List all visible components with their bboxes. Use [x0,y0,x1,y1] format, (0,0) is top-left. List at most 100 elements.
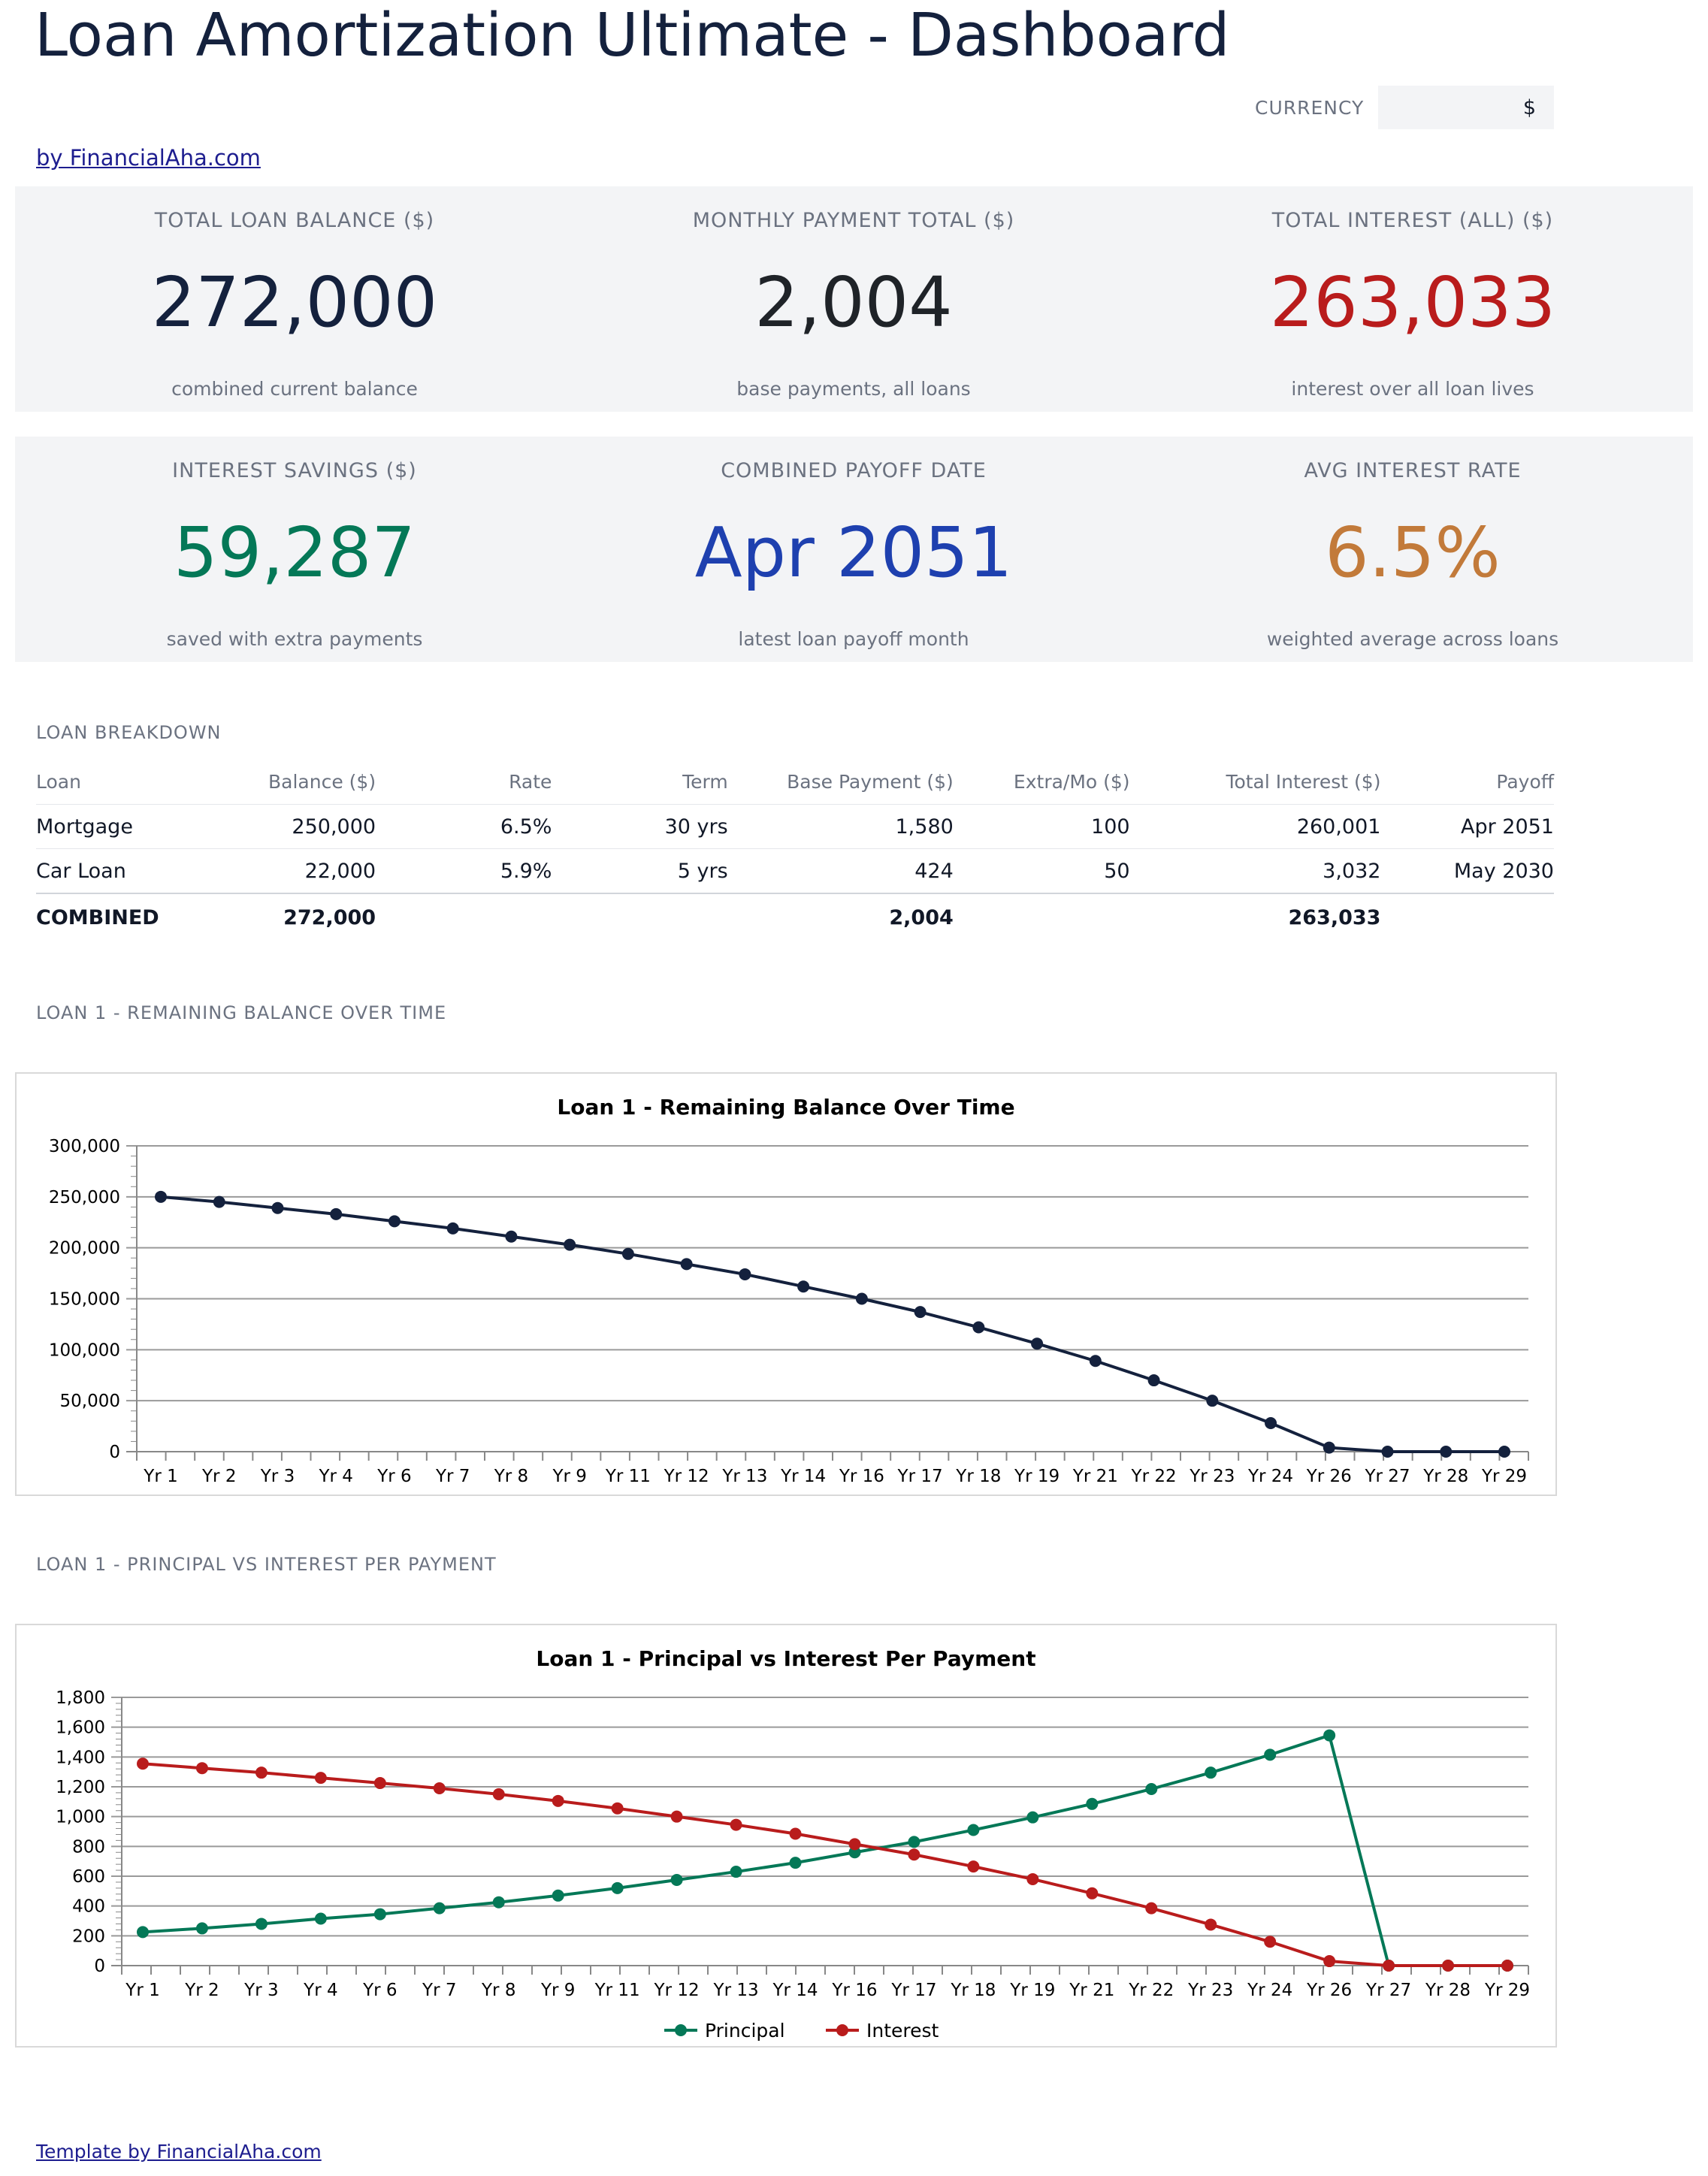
principal-data-point [314,1912,327,1925]
kpi-combined-payoff-date: COMBINED PAYOFF DATE Apr 2051 latest loa… [574,437,1133,662]
x-tick-label: Yr 16 [839,1467,884,1486]
principal-data-point [908,1836,921,1848]
principal-interest-chart-svg: Loan 1 - Principal vs Interest Per Payme… [56,1646,1530,2042]
kpi-avg-interest-rate: AVG INTEREST RATE 6.5% weighted average … [1133,437,1692,662]
y-tick-label: 300,000 [49,1137,120,1156]
interest-data-point [1205,1918,1217,1931]
kpi-label: TOTAL LOAN BALANCE ($) [154,209,435,232]
balance-data-point [564,1238,576,1251]
table-cell [552,893,728,941]
column-header: Rate [376,759,552,805]
table-cell: 1,580 [727,804,954,849]
table-row: Car Loan 22,000 5.9% 5 yrs 424 50 3,032 … [36,848,1554,894]
balance-data-point [271,1201,284,1214]
interest-data-point [789,1827,802,1840]
principal-series-line [142,1733,1507,1967]
column-header: Payoff [1380,759,1554,805]
balance-data-point [155,1190,167,1203]
kpi-label: INTEREST SAVINGS ($) [172,459,417,482]
balance-data-point [1147,1374,1160,1387]
kpi-sub: interest over all loan lives [1291,378,1534,400]
x-tick-label: Yr 26 [1306,1467,1352,1486]
balance-series-line [160,1195,1504,1453]
table-cell: 424 [727,848,954,894]
balance-data-point [914,1306,927,1319]
interest-data-point [908,1848,921,1861]
y-tick-label: 0 [109,1443,120,1462]
x-tick-label: Yr 23 [1189,1467,1235,1486]
kpi-sub: base payments, all loans [736,378,971,400]
x-tick-label: Yr 3 [243,1981,278,2000]
balance-data-point [855,1292,868,1305]
x-tick-label: Yr 2 [201,1467,236,1486]
table-cell: COMBINED [36,893,159,941]
column-header: Balance ($) [159,759,376,805]
kpi-value: 59,287 [174,512,416,593]
x-tick-label: Yr 26 [1306,1981,1352,2000]
column-header: Term [552,759,728,805]
y-tick-label: 200 [72,1927,105,1946]
balance-data-point [621,1247,634,1260]
table-cell: 5.9% [376,848,552,894]
x-tick-label: Yr 22 [1128,1981,1174,2000]
table-cell: 30 yrs [552,804,728,849]
loan-breakdown-table: Loan Balance ($) Rate Term Base Payment … [36,759,1554,941]
interest-data-point [1264,1936,1277,1948]
kpi-total-interest: TOTAL INTEREST (ALL) ($) 263,033 interes… [1133,186,1692,412]
table-cell: 263,033 [1129,893,1381,941]
principal-data-point [1026,1811,1039,1824]
y-tick-label: 800 [72,1837,105,1857]
y-tick-label: 100,000 [49,1340,120,1360]
kpi-panel-bottom: INTEREST SAVINGS ($) 59,287 saved with e… [15,437,1693,662]
principal-data-point [611,1881,624,1894]
interest-data-point [552,1794,564,1807]
balance-data-point [213,1195,225,1208]
x-tick-label: Yr 14 [772,1981,818,2000]
x-tick-label: Yr 23 [1187,1981,1233,2000]
legend-interest-marker [836,2024,848,2036]
chart-title: Loan 1 - Principal vs Interest Per Payme… [536,1646,1035,1671]
interest-data-point [1383,1960,1395,1972]
kpi-label: MONTHLY PAYMENT TOTAL ($) [692,209,1015,232]
balance-data-point [505,1230,518,1243]
kpi-sub: weighted average across loans [1266,628,1559,650]
currency-input[interactable]: $ [1378,86,1554,129]
balance-data-point [1323,1441,1335,1454]
table-total-row: COMBINED 272,000 2,004 263,033 [36,893,1554,941]
y-tick-label: 150,000 [49,1290,120,1310]
y-tick-label: 250,000 [49,1188,120,1207]
table-cell: Apr 2051 [1380,804,1554,849]
principal-data-point [552,1889,564,1902]
byline-link[interactable]: by FinancialAha.com [36,145,261,171]
kpi-value: 263,033 [1269,262,1556,343]
balance-data-point [1440,1446,1453,1458]
interest-data-point [730,1818,742,1831]
table-cell: 272,000 [159,893,376,941]
footer-link[interactable]: Template by FinancialAha.com [36,2141,322,2162]
interest-data-point [373,1777,386,1790]
x-tick-label: Yr 7 [435,1467,470,1486]
y-tick-label: 1,800 [56,1688,105,1708]
principal-data-point [670,1873,683,1886]
x-tick-label: Yr 19 [1009,1981,1055,2000]
y-tick-label: 50,000 [60,1392,120,1411]
balance-data-point [1031,1337,1044,1350]
x-tick-label: Yr 13 [721,1467,767,1486]
interest-data-point [137,1757,149,1770]
principal-interest-chart: Loan 1 - Principal vs Interest Per Payme… [15,1624,1557,2048]
interest-data-point [967,1860,980,1873]
y-tick-label: 400 [72,1897,105,1917]
x-tick-label: Yr 12 [654,1981,700,2000]
x-tick-label: Yr 22 [1131,1467,1177,1486]
column-header: Extra/Mo ($) [953,759,1130,805]
table-cell: Car Loan [36,848,159,894]
legend-principal-label: Principal [705,2020,785,2042]
table-cell: 260,001 [1129,804,1381,849]
x-tick-label: Yr 11 [605,1467,651,1486]
x-tick-label: Yr 21 [1072,1467,1118,1486]
balance-data-point [1089,1355,1102,1368]
table-cell: 50 [953,848,1130,894]
kpi-label: TOTAL INTEREST (ALL) ($) [1271,209,1554,232]
x-tick-label: Yr 9 [540,1981,575,2000]
table-cell: Mortgage [36,804,159,849]
